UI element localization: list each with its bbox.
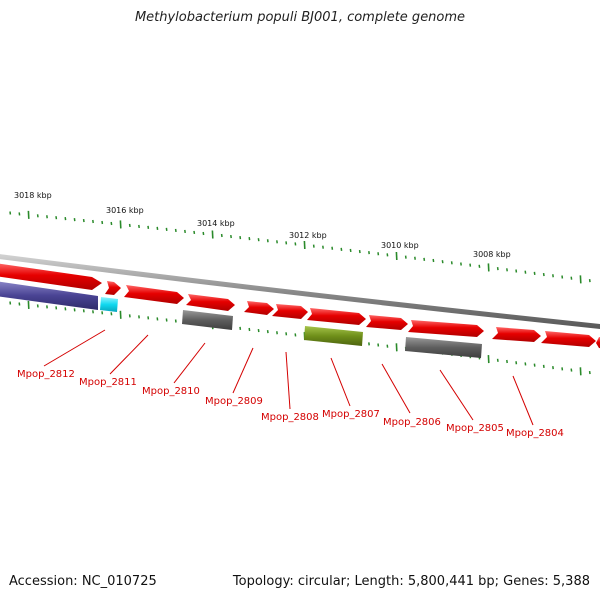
leader-line: [381, 363, 411, 414]
gene-block: [405, 337, 482, 358]
gene-block: [0, 281, 98, 310]
accession-text: Accession: NC_010725: [9, 574, 157, 589]
gene-labels: Mpop_2812 Mpop_2811 Mpop_2810 Mpop_2809 …: [17, 369, 564, 439]
leader-line: [330, 357, 351, 407]
gene-label-leaders: [43, 329, 534, 426]
tick-label: 3010 kbp: [381, 241, 419, 250]
scale-tick-labels: 3018 kbp 3016 kbp 3014 kbp 3012 kbp 3010…: [14, 191, 511, 259]
gene-arrow: [0, 263, 102, 290]
gene-arrow: [124, 285, 184, 304]
gene-block: [304, 326, 363, 346]
tick-label: 3016 kbp: [106, 206, 144, 215]
gene-arrow: [408, 320, 484, 337]
tick-label: 3012 kbp: [289, 231, 327, 240]
leader-line: [232, 347, 254, 394]
gene-label: Mpop_2810: [142, 386, 200, 397]
gene-arrow: [186, 294, 235, 311]
gene-label: Mpop_2807: [322, 409, 380, 420]
leader-line: [43, 329, 106, 367]
gene-label: Mpop_2805: [446, 423, 504, 434]
gene-arrow: [596, 337, 600, 349]
tick-label: 3018 kbp: [14, 191, 52, 200]
map-title: Methylobacterium populi BJ001, complete …: [134, 10, 466, 25]
gene-arrow: [272, 304, 308, 319]
leader-line: [512, 375, 534, 426]
leader-line: [173, 342, 206, 384]
gene-label: Mpop_2812: [17, 369, 75, 380]
gene-arrow: [366, 315, 408, 330]
leader-line: [439, 369, 474, 421]
gene-label: Mpop_2806: [383, 417, 441, 428]
gene-arrow: [541, 331, 596, 347]
gene-label: Mpop_2811: [79, 377, 137, 388]
genome-backbone: [0, 254, 600, 329]
leader-line: [285, 351, 291, 410]
gene-block: [182, 310, 233, 330]
gene-arrow: [307, 308, 366, 325]
gene-arrow: [105, 281, 121, 295]
gene-label: Mpop_2808: [261, 412, 319, 423]
leader-line: [109, 334, 149, 375]
gene-label: Mpop_2804: [506, 428, 564, 439]
gene-label: Mpop_2809: [205, 396, 263, 407]
gene-block: [100, 297, 118, 312]
gene-arrow: [244, 301, 274, 315]
reverse-strand-genes: [0, 281, 482, 358]
forward-strand-genes: [0, 263, 600, 349]
topology-text: Topology: circular; Length: 5,800,441 bp…: [232, 574, 590, 589]
tick-label: 3008 kbp: [473, 250, 511, 259]
tick-label: 3014 kbp: [197, 219, 235, 228]
gene-arrow: [492, 327, 541, 342]
